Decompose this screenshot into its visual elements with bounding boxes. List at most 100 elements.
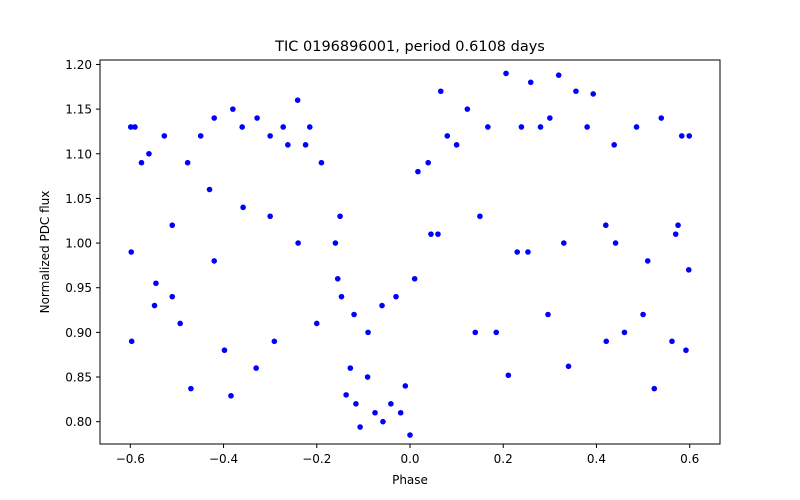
data-point [228, 392, 234, 399]
data-point [294, 97, 301, 103]
data-point [151, 302, 158, 309]
data-point [602, 222, 609, 229]
data-point [128, 338, 135, 345]
y-tick-label: 1.20 [65, 58, 92, 72]
data-point [611, 142, 617, 148]
data-point [211, 115, 218, 121]
x-axis: −0.6 −0.4 −0.2 0.0 0.2 0.4 0.6 [116, 444, 699, 466]
x-tick-label: 0.4 [587, 452, 606, 466]
data-point [518, 124, 525, 130]
data-point [678, 133, 685, 139]
data-point [351, 311, 357, 318]
data-point [683, 347, 689, 354]
data-point [132, 124, 138, 130]
data-point [285, 142, 291, 148]
data-point [221, 347, 228, 354]
data-point [415, 168, 421, 175]
data-point [537, 124, 544, 130]
data-point [525, 249, 531, 255]
data-point [485, 124, 491, 130]
x-tick-label: 0.2 [494, 452, 513, 466]
data-point [603, 338, 610, 345]
data-point [612, 240, 619, 246]
x-tick-label: 0.0 [400, 452, 419, 466]
data-point [472, 329, 479, 336]
data-point [161, 133, 168, 139]
data-point [644, 258, 651, 264]
x-tick-label: −0.4 [209, 452, 238, 466]
data-point [364, 374, 371, 380]
y-tick-label: 1.10 [65, 147, 92, 161]
data-point [267, 133, 273, 139]
data-point [357, 424, 363, 430]
data-point [230, 106, 236, 112]
data-point [271, 338, 278, 345]
data-point [651, 385, 658, 392]
data-point [393, 293, 399, 300]
data-point [337, 213, 343, 220]
data-point [435, 231, 441, 237]
data-point [372, 409, 378, 416]
data-point [353, 401, 359, 407]
data-point [555, 72, 562, 78]
data-point [640, 311, 646, 318]
data-point [177, 320, 183, 327]
data-point [527, 79, 534, 86]
y-tick-label: 0.80 [65, 415, 92, 429]
data-point [514, 249, 521, 255]
data-point [253, 365, 259, 371]
data-point [590, 91, 596, 97]
data-point [411, 275, 418, 282]
data-point [437, 88, 444, 95]
data-point [211, 258, 218, 264]
data-point [239, 124, 245, 130]
data-point [505, 372, 512, 379]
data-point [545, 311, 551, 318]
y-axis-label: Normalized PDC flux [38, 191, 52, 314]
data-point [295, 240, 301, 246]
y-axis: 0.80 0.85 0.90 0.95 1.00 1.05 1.10 1.15 1.20 [65, 58, 100, 429]
y-tick-label: 1.15 [65, 103, 92, 117]
x-tick-label: 0.6 [680, 452, 699, 466]
data-point [493, 329, 500, 336]
data-point [425, 159, 431, 166]
data-point [318, 159, 325, 166]
data-point [584, 124, 590, 130]
data-point [380, 418, 386, 425]
x-tick-label: −0.6 [116, 452, 145, 466]
data-point [658, 115, 665, 121]
data-point [561, 240, 567, 246]
data-point [621, 329, 628, 336]
data-point [444, 133, 451, 139]
chart-title: TIC 0196896001, period 0.6108 days [274, 39, 545, 55]
x-tick-label: −0.2 [302, 452, 331, 466]
data-point [188, 385, 194, 392]
y-tick-label: 0.90 [65, 326, 92, 340]
data-point [302, 142, 309, 148]
data-point [477, 213, 483, 220]
data-point [503, 70, 509, 77]
y-tick-label: 1.05 [65, 192, 92, 206]
data-point [633, 124, 640, 130]
data-point [565, 363, 572, 370]
data-point [254, 115, 260, 121]
data-point [267, 213, 273, 220]
data-point [547, 115, 553, 121]
x-axis-label: Phase [392, 473, 428, 487]
data-point [428, 231, 434, 237]
data-point [206, 186, 213, 193]
data-point [138, 159, 145, 166]
data-point [669, 338, 675, 345]
data-point [306, 124, 313, 130]
data-point [332, 240, 339, 246]
data-point [197, 133, 204, 139]
data-point [686, 133, 693, 139]
data-point [464, 106, 471, 112]
data-point [672, 231, 679, 237]
y-tick-label: 0.95 [65, 281, 92, 295]
data-point [280, 124, 287, 130]
data-point [573, 88, 579, 95]
data-point [397, 409, 404, 416]
